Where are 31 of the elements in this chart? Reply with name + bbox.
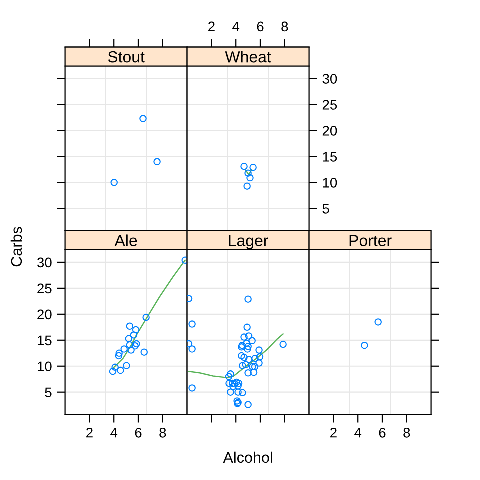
y-tick-label: 5	[322, 204, 330, 214]
x-tick-label: 6	[135, 428, 142, 438]
y-tick-label: 25	[322, 100, 338, 110]
x-tick-label: 2	[330, 428, 337, 438]
y-tick-label: 20	[322, 126, 338, 136]
x-tick-label: 8	[160, 428, 166, 438]
chart-title: Wheat	[225, 51, 272, 63]
x-tick-label: 2	[208, 22, 215, 32]
x-tick-label: 6	[379, 428, 386, 438]
x-tick-label: 8	[282, 22, 288, 32]
x-axis-title: Alcohol	[223, 452, 272, 464]
y-tick-label: 10	[38, 362, 52, 372]
x-tick-label: 6	[257, 22, 264, 32]
y-tick-label: 5	[45, 388, 52, 398]
chart-title: Porter	[350, 235, 392, 246]
chart-title: Stout	[108, 51, 145, 63]
x-tick-label: 4	[110, 428, 118, 438]
y-axis-title: Carbs	[10, 227, 22, 267]
y-tick-label: 30	[322, 74, 338, 84]
chart-title: Ale	[114, 234, 138, 246]
y-tick-label: 15	[323, 152, 338, 162]
y-tick-label: 20	[38, 310, 52, 320]
y-tick-label: 10	[323, 178, 338, 188]
x-tick-label: 8	[404, 428, 410, 438]
x-tick-label: 4	[232, 22, 240, 32]
x-tick-label: 2	[86, 428, 93, 438]
y-tick-label: 25	[38, 284, 52, 294]
chart-title: Lager	[229, 235, 268, 250]
y-tick-label: 15	[38, 336, 52, 346]
x-tick-label: 4	[354, 428, 362, 438]
y-tick-label: 30	[37, 258, 52, 268]
